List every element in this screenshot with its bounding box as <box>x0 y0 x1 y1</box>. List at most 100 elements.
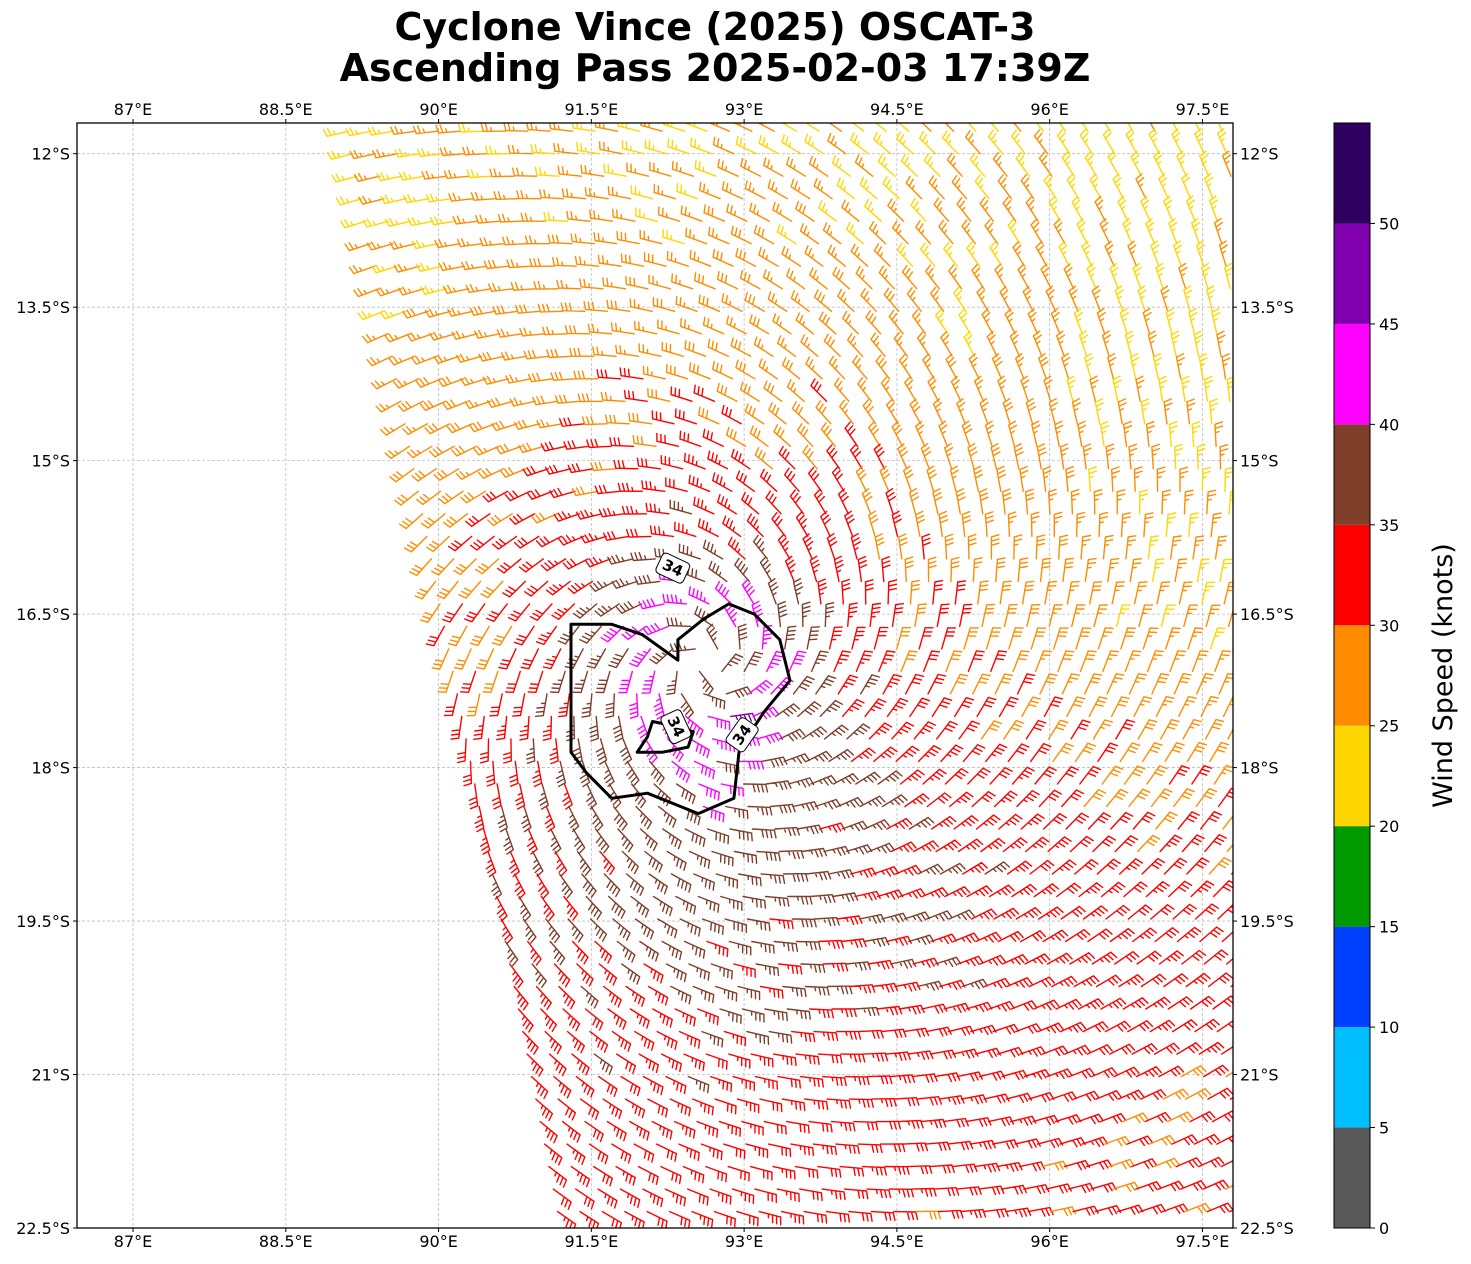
wind-barb <box>767 291 788 312</box>
wind-barb <box>438 261 465 272</box>
colorbar-frame <box>1333 122 1371 1229</box>
wind-barb <box>862 399 877 425</box>
wind-barb <box>1180 1180 1207 1191</box>
wind-barb <box>557 165 582 177</box>
wind-barb <box>726 203 748 222</box>
wind-barb <box>1170 535 1182 560</box>
wind-barb <box>847 602 858 628</box>
wind-barb <box>873 746 898 763</box>
wind-barb <box>411 355 438 365</box>
wind-barb <box>657 319 680 335</box>
wind-barb <box>930 933 957 945</box>
wind-barb <box>560 302 586 312</box>
wind-barb <box>666 363 689 380</box>
wind-barb <box>921 1003 948 1014</box>
wind-barb <box>1046 952 1073 965</box>
wind-barb <box>907 1050 934 1061</box>
wind-barb <box>384 445 411 460</box>
wind-barb <box>898 1004 925 1015</box>
wind-barb <box>1042 465 1052 492</box>
wind-barb <box>823 845 850 856</box>
wind-barb <box>1038 789 1062 808</box>
wind-barb <box>1104 123 1111 132</box>
wind-barb <box>1058 534 1069 560</box>
wind-barb <box>885 488 896 515</box>
wind-barb <box>496 558 522 574</box>
lat-tick-label-right: 19.5°S <box>1240 912 1294 931</box>
wind-barb <box>669 1098 691 1117</box>
wind-barb <box>1127 1020 1154 1033</box>
wind-barb <box>909 579 921 605</box>
wind-barb <box>1038 906 1064 920</box>
wind-barb <box>1024 488 1035 515</box>
wind-barb <box>566 210 591 222</box>
wind-barb <box>1057 650 1075 673</box>
wind-barb <box>707 338 729 357</box>
wind-barb <box>644 139 668 155</box>
wind-barb <box>945 353 958 380</box>
wind-barb <box>647 985 669 1006</box>
wind-barb <box>840 938 867 948</box>
wind-barb <box>723 1030 747 1047</box>
wind-barb <box>741 1008 765 1023</box>
wind-barb <box>1123 881 1148 898</box>
wind-barb <box>1181 834 1205 853</box>
wind-barb <box>505 374 532 384</box>
wind-barb <box>574 255 600 267</box>
wind-barb <box>599 850 615 876</box>
wind-barb <box>1112 1181 1140 1193</box>
colorbar-tick-label: 5 <box>1379 1119 1389 1138</box>
wind-barb <box>702 539 724 560</box>
wind-barb <box>479 237 506 247</box>
wind-barb <box>768 1030 793 1044</box>
wind-barb <box>1093 489 1103 515</box>
wind-barb <box>544 1030 562 1055</box>
wind-barb <box>804 245 824 267</box>
wind-barb <box>375 400 402 413</box>
wind-barb <box>781 1210 805 1225</box>
wind-barb <box>618 670 633 694</box>
wind-barb <box>1063 1160 1091 1171</box>
wind-barb <box>740 158 762 177</box>
wind-barb <box>447 625 468 647</box>
wind-barb <box>960 1208 987 1219</box>
wind-barb <box>825 1210 850 1223</box>
wind-barb <box>539 189 564 200</box>
wind-barb <box>1222 814 1233 830</box>
wind-barb <box>366 241 394 251</box>
wind-barb <box>1198 353 1208 380</box>
wind-barb <box>442 399 469 411</box>
lat-tick-label-left: 21°S <box>31 1066 70 1085</box>
wind-barb <box>875 354 891 380</box>
wind-barb <box>609 437 635 447</box>
wind-barb <box>1207 1087 1233 1100</box>
wind-barb <box>510 281 537 291</box>
wind-barb <box>1028 976 1055 988</box>
contour-label: 34 <box>660 709 692 745</box>
wind-barb <box>1183 285 1193 312</box>
wind-barb <box>974 174 990 200</box>
wind-barb <box>628 412 653 425</box>
wind-barb <box>1043 375 1053 402</box>
wind-barb <box>896 242 914 267</box>
wind-barb <box>1168 218 1178 245</box>
wind-barb <box>1079 128 1093 155</box>
wind-barb <box>340 219 367 229</box>
wind-barb <box>908 816 935 830</box>
wind-barb <box>952 932 980 944</box>
wind-barb <box>670 386 693 402</box>
wind-barb <box>1133 581 1148 605</box>
wind-barb <box>1117 1089 1145 1101</box>
wind-barb <box>1059 1021 1087 1033</box>
wind-barb <box>827 244 846 267</box>
wind-barb <box>402 423 429 436</box>
wind-barb <box>1165 627 1181 650</box>
wind-barb <box>703 693 726 710</box>
wind-barb <box>774 703 801 718</box>
wind-barb <box>749 1165 773 1181</box>
wind-barb <box>791 401 810 425</box>
wind-barb <box>521 805 532 833</box>
wind-barb <box>810 775 837 786</box>
wind-barb <box>540 1008 557 1033</box>
wind-barb <box>607 186 632 200</box>
